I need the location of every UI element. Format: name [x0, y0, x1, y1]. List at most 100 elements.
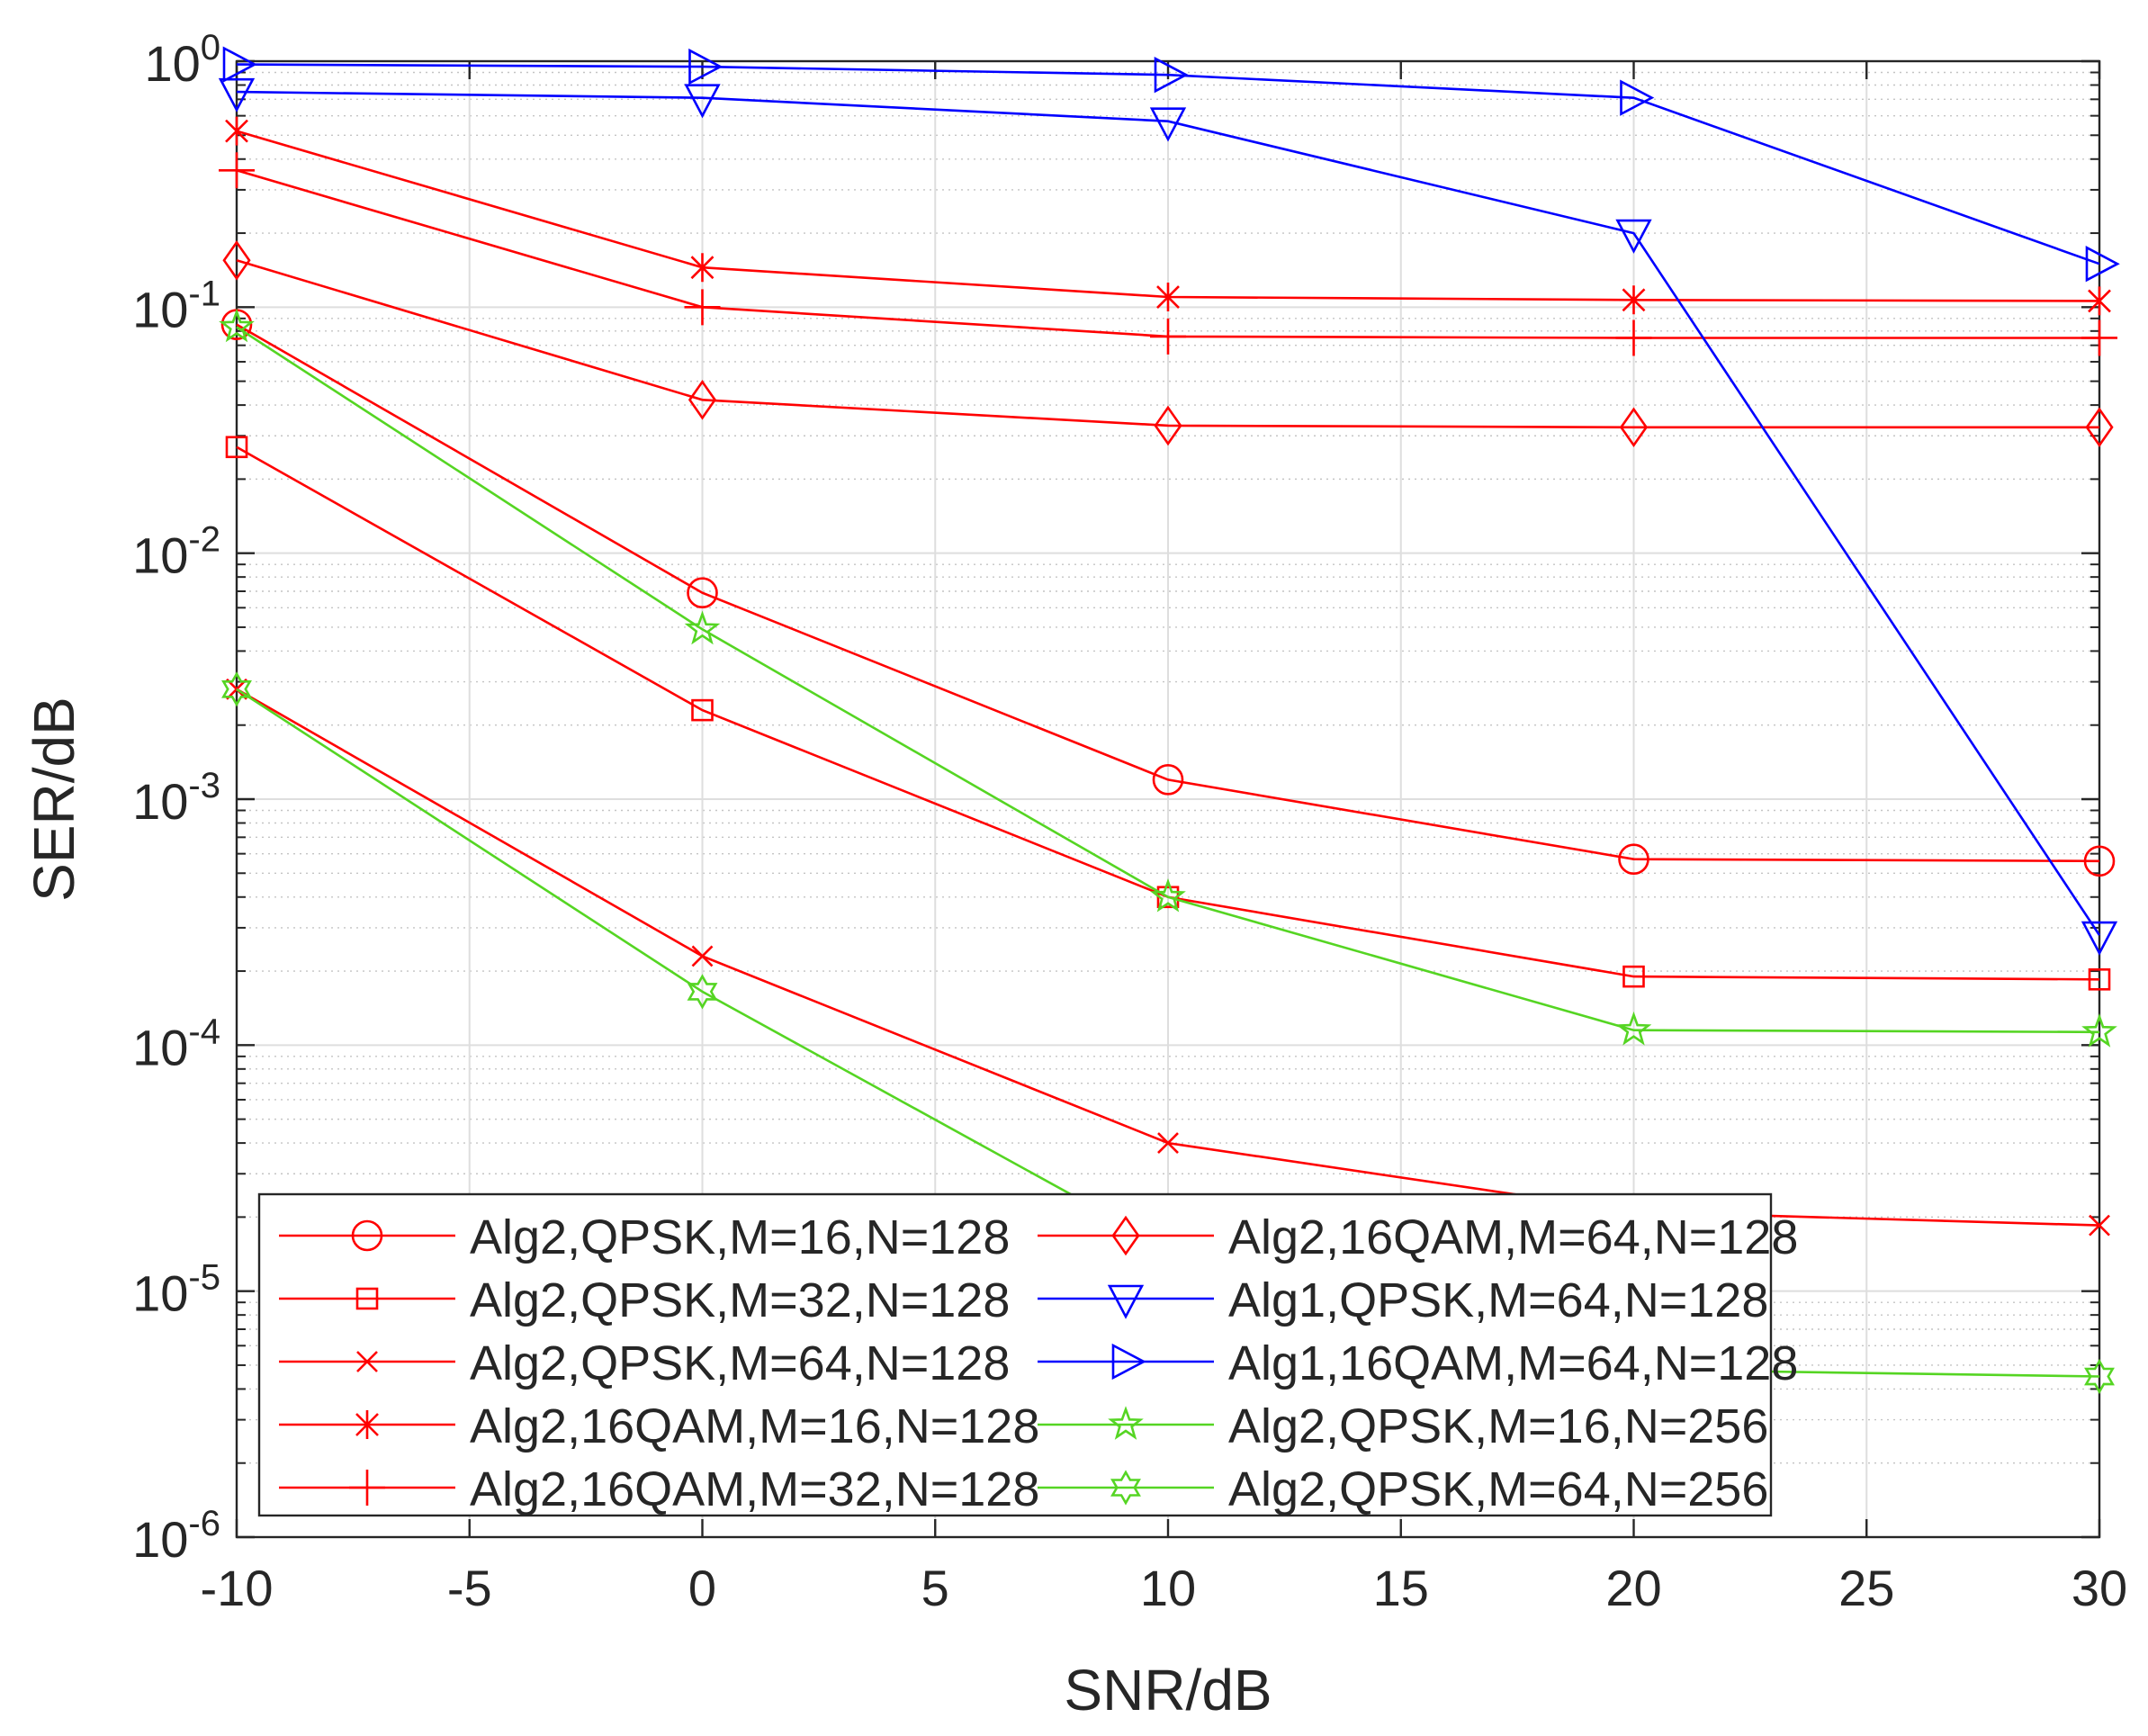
- series: [225, 116, 2111, 316]
- legend-label: Alg2,16QAM,M=16,N=128: [470, 1399, 1039, 1453]
- marker-plus: [1150, 318, 1186, 355]
- marker-triangle-right: [2085, 246, 2120, 283]
- series-line: [236, 90, 2101, 936]
- legend-label: Alg2,QPSK,M=64,N=128: [470, 1336, 1010, 1390]
- marker-asterisk: [2088, 286, 2111, 316]
- legend-label: Alg2,16QAM,M=32,N=128: [470, 1462, 1039, 1516]
- series: [222, 46, 2120, 283]
- marker-plus: [349, 1470, 385, 1506]
- marker-plus: [684, 289, 721, 326]
- marker-x: [691, 945, 714, 967]
- x-tick-label: 5: [921, 1560, 949, 1616]
- y-tick-label: 10-3: [132, 766, 220, 830]
- marker-square: [355, 1287, 379, 1310]
- legend-entry: Alg1,QPSK,M=64,N=128: [1038, 1273, 1768, 1327]
- legend-entry: Alg2,16QAM,M=16,N=128: [279, 1399, 1039, 1453]
- legend-entry: Alg2,QPSK,M=64,N=128: [279, 1336, 1010, 1390]
- marker-square: [225, 436, 248, 459]
- legend-entry: Alg2,16QAM,M=32,N=128: [279, 1462, 1039, 1516]
- legend-entry: Alg2,QPSK,M=64,N=256: [1038, 1462, 1768, 1516]
- y-tick-label: 10-6: [132, 1504, 220, 1568]
- x-tick-label: 0: [688, 1560, 716, 1616]
- marker-pentagram: [1108, 1406, 1144, 1440]
- legend-entry: Alg2,QPSK,M=32,N=128: [279, 1273, 1010, 1327]
- marker-hexagram: [2084, 1358, 2115, 1395]
- marker-triangle-right: [688, 48, 723, 85]
- marker-triangle-down: [1107, 1284, 1145, 1319]
- marker-pentagram: [219, 308, 255, 343]
- legend-label: Alg1,QPSK,M=64,N=128: [1228, 1273, 1768, 1327]
- marker-triangle-right: [1111, 1343, 1146, 1381]
- marker-diamond: [1111, 1215, 1140, 1256]
- marker-pentagram: [2081, 1012, 2117, 1048]
- marker-circle: [2083, 845, 2116, 877]
- marker-triangle-down: [1149, 107, 1187, 142]
- marker-asterisk: [225, 116, 248, 146]
- legend-entry: Alg1,16QAM,M=64,N=128: [1038, 1336, 1798, 1390]
- marker-triangle-down: [684, 84, 721, 119]
- marker-triangle-right: [1620, 79, 1655, 116]
- marker-triangle-right: [222, 46, 257, 83]
- marker-diamond: [1619, 407, 1649, 448]
- marker-diamond: [1154, 405, 1182, 446]
- series: [220, 309, 2116, 877]
- x-tick-label: 20: [1605, 1560, 1661, 1616]
- x-tick-label: 25: [1838, 1560, 1894, 1616]
- series-line: [236, 326, 2100, 1034]
- legend-entry: Alg2,QPSK,M=16,N=128: [279, 1210, 1010, 1264]
- marker-circle: [351, 1219, 383, 1252]
- series: [222, 240, 2114, 448]
- marker-circle: [1618, 843, 1649, 876]
- marker-pentagram: [1150, 877, 1186, 913]
- marker-asterisk: [1622, 285, 1646, 315]
- x-tick-label: 10: [1140, 1560, 1196, 1616]
- x-tick-label: 30: [2072, 1560, 2127, 1616]
- marker-triangle-down: [1615, 219, 1652, 254]
- marker-diamond: [222, 240, 251, 281]
- legend-label: Alg2,16QAM,M=64,N=128: [1228, 1210, 1798, 1264]
- axes: -10 -5 0 5 10 15 20 25 30 100 10-1 10-2 10-3 10-4 10-5…: [132, 28, 2127, 1616]
- marker-square: [1622, 965, 1645, 988]
- marker-hexagram: [687, 974, 718, 1010]
- marker-asterisk: [1156, 283, 1180, 312]
- series: [219, 308, 2117, 1048]
- legend-entry: Alg2,16QAM,M=64,N=128: [1038, 1210, 1798, 1264]
- marker-square: [691, 698, 714, 722]
- series: [218, 77, 2118, 956]
- x-tick-label: -10: [201, 1560, 274, 1616]
- marker-pentagram: [684, 610, 721, 645]
- marker-triangle-down: [2081, 921, 2118, 956]
- legend-label: Alg2,QPSK,M=16,N=256: [1228, 1399, 1768, 1453]
- x-tick-label: -5: [447, 1560, 492, 1616]
- series-line: [236, 259, 2099, 429]
- marker-plus: [2081, 319, 2117, 356]
- legend-box: [257, 1192, 1773, 1517]
- marker-asterisk: [690, 253, 715, 283]
- marker-hexagram: [1110, 1470, 1141, 1506]
- y-tick-label: 10-2: [132, 520, 220, 584]
- marker-x: [1157, 1132, 1179, 1155]
- marker-x: [356, 1351, 378, 1372]
- marker-pentagram: [1615, 1011, 1652, 1046]
- series-line: [236, 323, 2100, 863]
- marker-triangle-right: [1154, 57, 1189, 94]
- legend-label: Alg1,16QAM,M=64,N=128: [1228, 1336, 1798, 1390]
- marker-plus: [1615, 319, 1652, 356]
- y-tick-label: 100: [144, 28, 220, 92]
- marker-asterisk: [355, 1410, 379, 1439]
- marker-triangle-down: [218, 77, 256, 112]
- marker-circle: [687, 577, 718, 609]
- y-axis-label: SER/dB: [22, 697, 86, 902]
- marker-diamond: [688, 380, 717, 420]
- marker-hexagram: [221, 671, 252, 707]
- legend-label: Alg2,QPSK,M=32,N=128: [470, 1273, 1010, 1327]
- x-axis-label: SNR/dB: [1064, 1658, 1272, 1723]
- marker-plus: [219, 152, 255, 189]
- legend-entry: Alg2,QPSK,M=16,N=256: [1038, 1399, 1768, 1453]
- x-tick-label: 15: [1373, 1560, 1429, 1616]
- legend-label: Alg2,QPSK,M=64,N=256: [1228, 1462, 1768, 1516]
- marker-x: [2089, 1214, 2110, 1237]
- marker-circle: [1152, 764, 1184, 796]
- series-line: [236, 63, 2100, 265]
